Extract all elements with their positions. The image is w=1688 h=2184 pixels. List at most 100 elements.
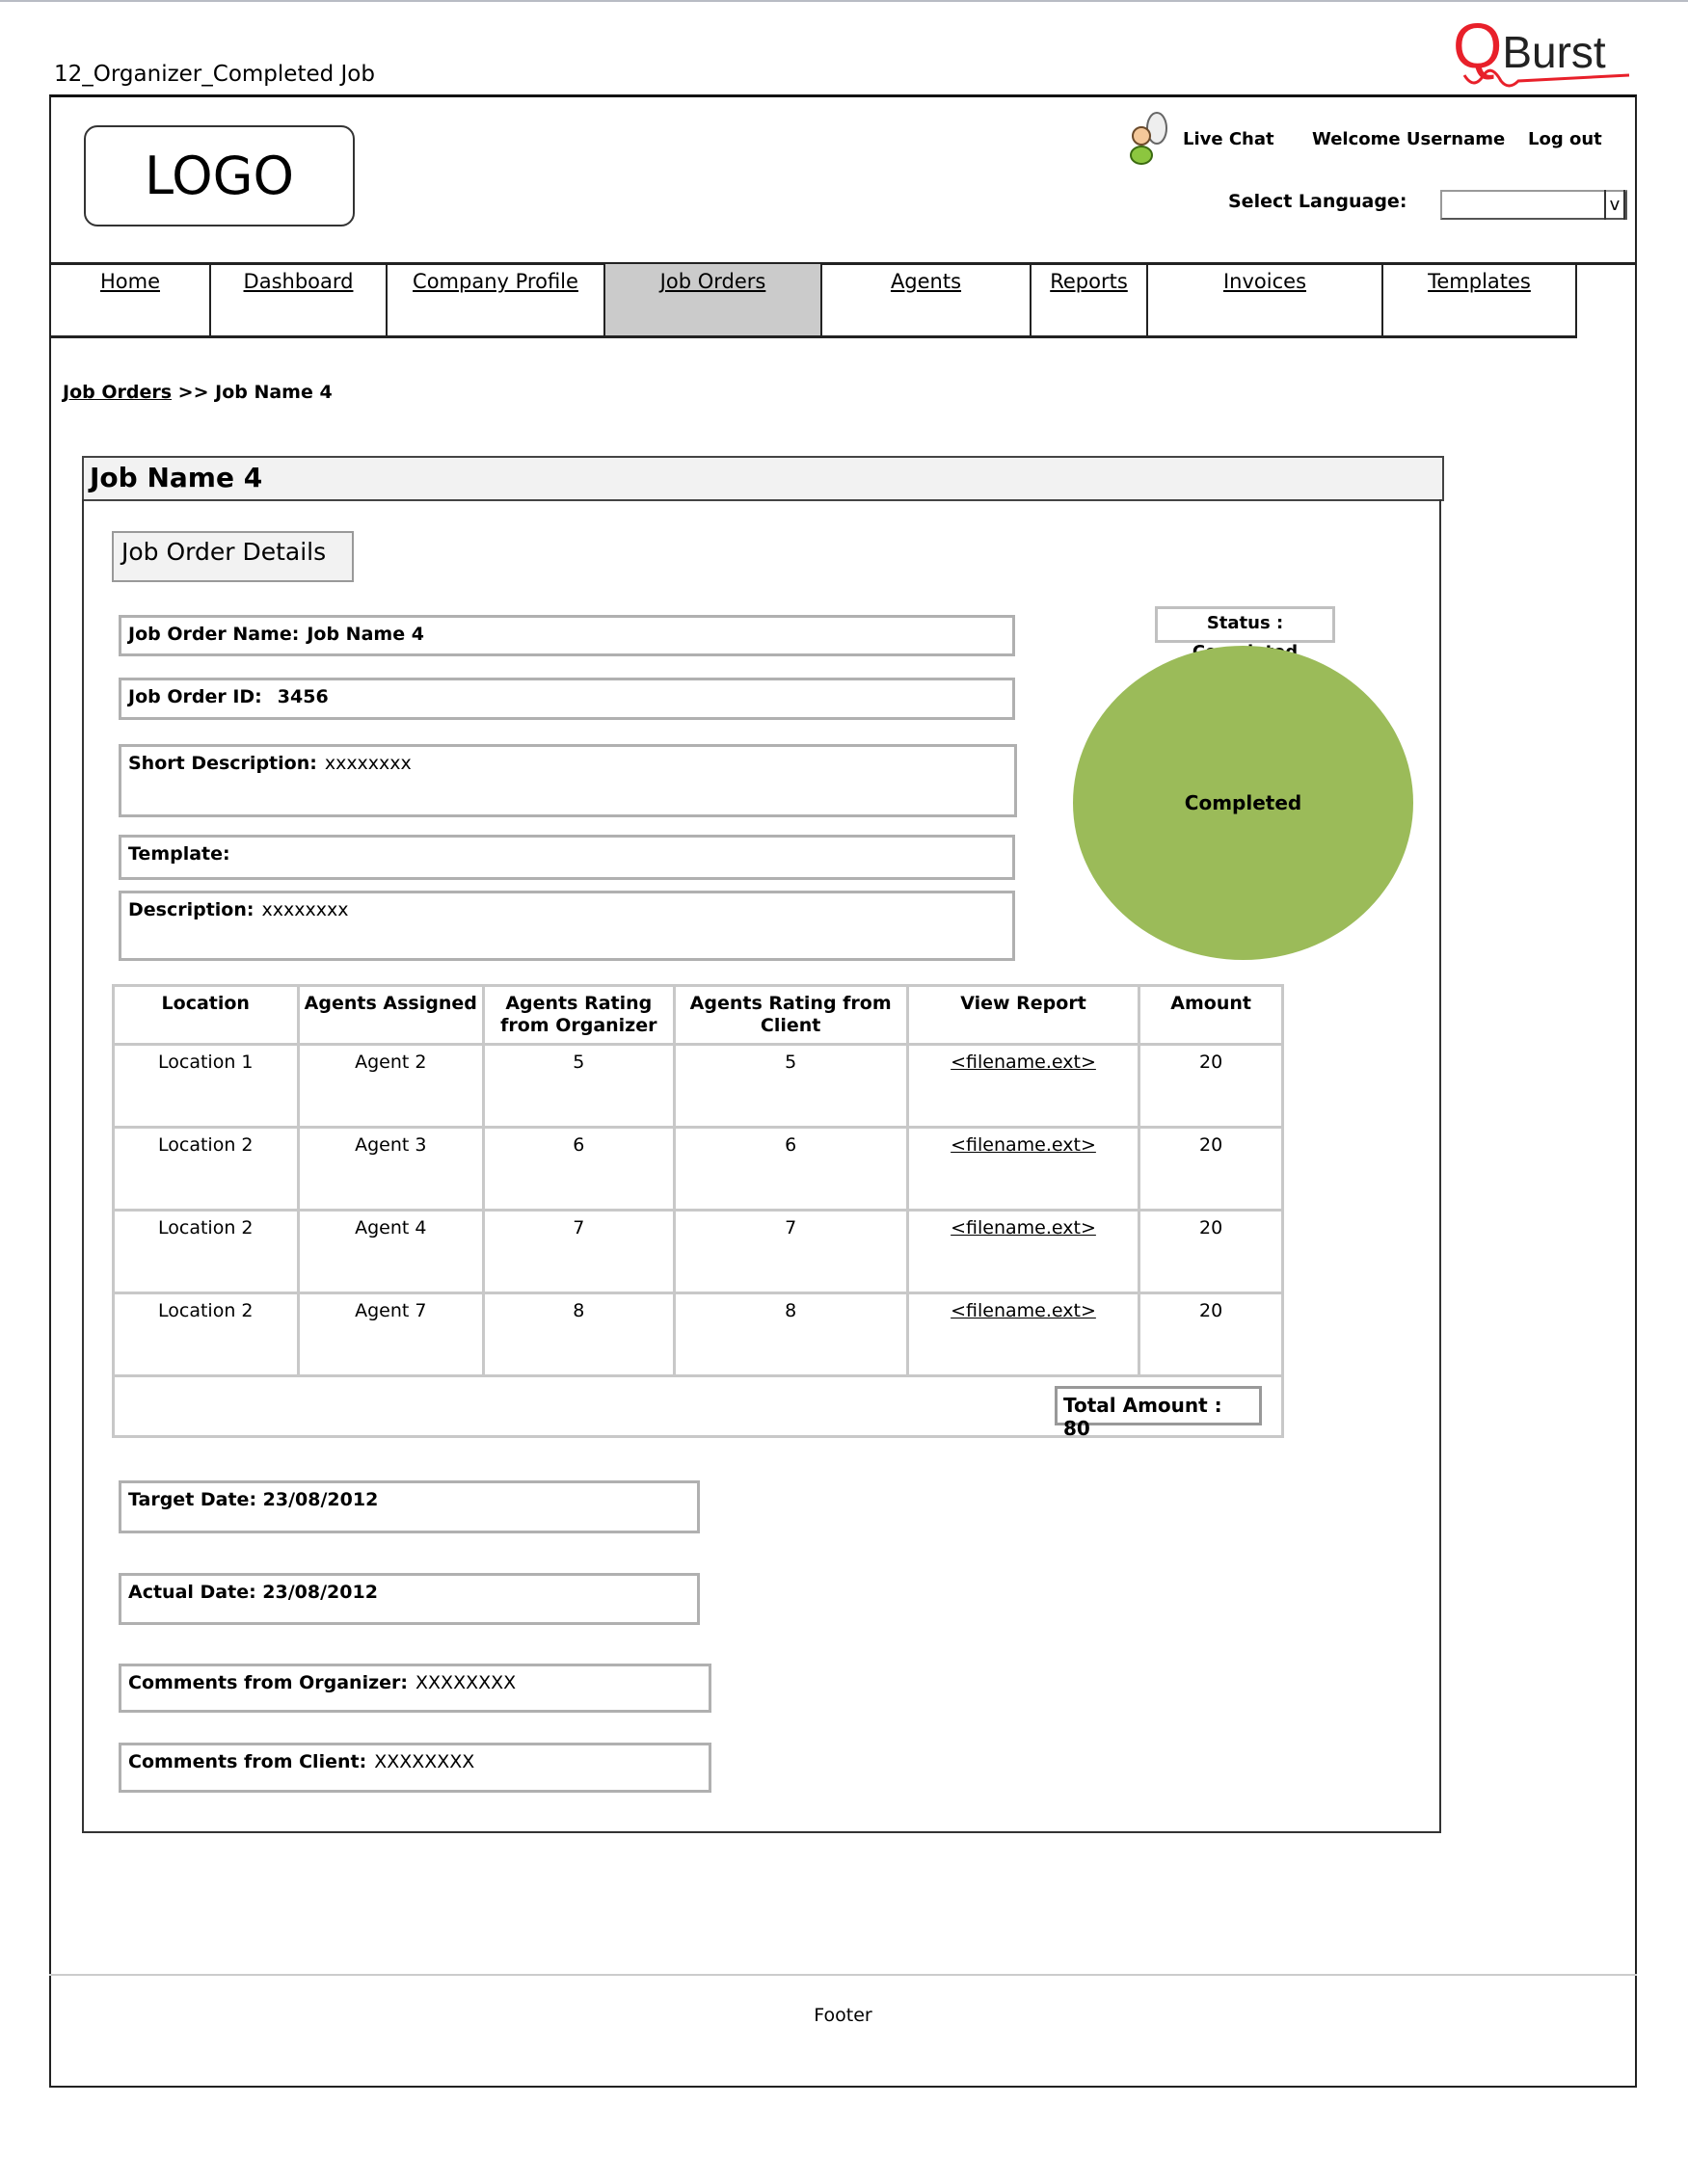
logo-swoosh-icon	[1462, 68, 1630, 88]
col-location: Location	[112, 984, 300, 1046]
field-value: 3456	[277, 686, 329, 707]
cell-report: <filename.ext>	[905, 1043, 1141, 1129]
cell-rating-organizer: 7	[482, 1209, 676, 1294]
logout-link[interactable]: Log out	[1528, 129, 1602, 149]
job-panel	[82, 499, 1441, 1833]
job-order-id-field: Job Order ID: 3456	[119, 678, 1015, 720]
col-agents-assigned: Agents Assigned	[296, 984, 486, 1046]
breadcrumb-current: Job Name 4	[215, 382, 333, 403]
nav-label[interactable]: Agents	[890, 270, 962, 293]
brand-name: QBurst	[1453, 10, 1606, 81]
report-link[interactable]: <filename.ext>	[951, 1217, 1096, 1238]
field-label: Short Description:	[128, 753, 317, 774]
job-title: Job Name 4	[82, 456, 1444, 501]
target-date-field: Target Date: 23/08/2012	[119, 1480, 700, 1533]
cell-rating-client: 5	[672, 1043, 909, 1129]
live-chat-icon[interactable]	[1124, 111, 1182, 169]
header-divider	[49, 262, 1637, 265]
nav-invoices[interactable]: Invoices	[1146, 264, 1381, 335]
col-view-report: View Report	[905, 984, 1141, 1046]
description-field: Description: xxxxxxxx	[119, 891, 1015, 961]
main-nav: Home Dashboard Company Profile Job Order…	[49, 264, 1577, 338]
job-order-name-field: Job Order Name: Job Name 4	[119, 615, 1015, 656]
total-row: Total Amount : 80	[112, 1374, 1284, 1440]
nav-label[interactable]: Job Orders	[659, 270, 766, 293]
breadcrumb-separator: >>	[177, 382, 209, 403]
cell-agent: Agent 2	[296, 1043, 486, 1129]
report-link[interactable]: <filename.ext>	[951, 1134, 1096, 1156]
status-badge: Status : Completed	[1155, 606, 1335, 662]
agents-table: Location Agents Assigned Agents Rating f…	[112, 984, 1284, 1440]
report-link[interactable]: <filename.ext>	[951, 1052, 1096, 1073]
field-label: Description:	[128, 899, 255, 920]
actual-date-field: Actual Date: 23/08/2012	[119, 1573, 700, 1625]
cell-location: Location 2	[112, 1292, 300, 1377]
breadcrumb: Job Orders >> Job Name 4	[63, 382, 333, 403]
field-value: xxxxxxxx	[324, 753, 412, 774]
welcome-text: Welcome Username	[1312, 129, 1506, 149]
cell-agent: Agent 7	[296, 1292, 486, 1377]
field-value: xxxxxxxx	[261, 899, 349, 920]
select-language-label: Select Language:	[1228, 191, 1407, 212]
cell-location: Location 1	[112, 1043, 300, 1129]
cell-location: Location 2	[112, 1209, 300, 1294]
template-field: Template:	[119, 835, 1015, 880]
page-title: 12_Organizer_Completed Job	[54, 62, 375, 87]
cell-rating-client: 6	[672, 1126, 909, 1212]
total-cell: Total Amount : 80	[112, 1374, 1284, 1440]
cell-amount: 20	[1138, 1043, 1284, 1129]
field-value: XXXXXXXX	[374, 1751, 475, 1772]
breadcrumb-job-orders[interactable]: Job Orders	[63, 382, 173, 403]
total-amount: Total Amount : 80	[1055, 1386, 1262, 1440]
nav-label[interactable]: Company Profile	[413, 270, 578, 293]
comments-organizer-field: Comments from Organizer: XXXXXXXX	[119, 1664, 711, 1713]
cell-rating-client: 8	[672, 1292, 909, 1377]
logo: LOGO	[84, 125, 355, 226]
nav-label[interactable]: Dashboard	[243, 270, 354, 293]
cell-report: <filename.ext>	[905, 1126, 1141, 1212]
report-link[interactable]: <filename.ext>	[951, 1300, 1096, 1321]
cell-amount: 20	[1138, 1209, 1284, 1294]
field-label: Template:	[128, 843, 230, 865]
nav-agents[interactable]: Agents	[820, 264, 1030, 335]
table-row: Location 1 Agent 2 5 5 <filename.ext> 20	[112, 1043, 1284, 1129]
cell-agent: Agent 4	[296, 1209, 486, 1294]
status-indicator-text: Completed	[1184, 791, 1302, 814]
nav-dashboard[interactable]: Dashboard	[209, 264, 386, 335]
nav-label[interactable]: Templates	[1428, 270, 1531, 293]
field-value: XXXXXXXX	[415, 1672, 517, 1693]
nav-company-profile[interactable]: Company Profile	[386, 264, 603, 335]
language-select[interactable]: v	[1440, 190, 1627, 220]
footer: Footer	[49, 1974, 1637, 2088]
cell-agent: Agent 3	[296, 1126, 486, 1212]
nav-label[interactable]: Invoices	[1222, 270, 1307, 293]
status-indicator: Completed	[1073, 646, 1413, 960]
cell-rating-client: 7	[672, 1209, 909, 1294]
cell-amount: 20	[1138, 1126, 1284, 1212]
table-row: Location 2 Agent 3 6 6 <filename.ext> 20	[112, 1126, 1284, 1212]
col-rating-organizer: Agents Rating from Organizer	[482, 984, 676, 1046]
nav-label[interactable]: Home	[99, 270, 160, 293]
chevron-down-icon[interactable]: v	[1604, 190, 1625, 220]
nav-templates[interactable]: Templates	[1381, 264, 1577, 335]
nav-reports[interactable]: Reports	[1030, 264, 1146, 335]
field-label: Job Order Name:	[128, 624, 300, 645]
field-label: Job Order ID:	[128, 686, 262, 707]
qburst-logo: QBurst	[1451, 12, 1634, 89]
table-row: Location 2 Agent 7 8 8 <filename.ext> 20	[112, 1292, 1284, 1377]
cell-report: <filename.ext>	[905, 1209, 1141, 1294]
cell-rating-organizer: 8	[482, 1292, 676, 1377]
nav-job-orders[interactable]: Job Orders	[603, 264, 820, 335]
field-value: Job Name 4	[307, 624, 424, 645]
nav-home[interactable]: Home	[49, 264, 209, 335]
comments-client-field: Comments from Client: XXXXXXXX	[119, 1743, 711, 1793]
live-chat-link[interactable]: Live Chat	[1183, 129, 1274, 149]
cell-report: <filename.ext>	[905, 1292, 1141, 1377]
cell-location: Location 2	[112, 1126, 300, 1212]
col-amount: Amount	[1138, 984, 1284, 1046]
field-label: Comments from Client:	[128, 1751, 367, 1772]
table-row: Location 2 Agent 4 7 7 <filename.ext> 20	[112, 1209, 1284, 1294]
nav-label[interactable]: Reports	[1050, 270, 1128, 293]
section-title: Job Order Details	[112, 531, 354, 582]
table-header-row: Location Agents Assigned Agents Rating f…	[112, 984, 1284, 1046]
